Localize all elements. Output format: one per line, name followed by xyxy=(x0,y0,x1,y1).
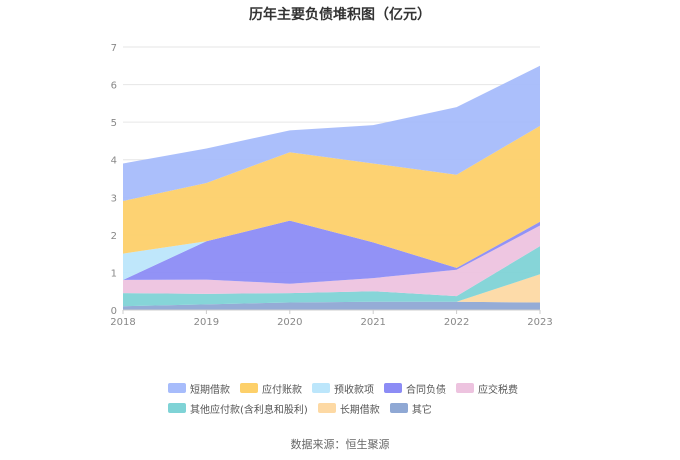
legend-item[interactable]: 应交税费 xyxy=(456,381,518,396)
y-tick-label: 2 xyxy=(111,231,117,242)
x-tick-label: 2019 xyxy=(194,317,219,328)
y-tick-label: 5 xyxy=(111,118,117,129)
legend-item[interactable]: 长期借款 xyxy=(317,401,380,416)
x-tick-label: 2021 xyxy=(360,317,385,328)
legend-row: 其他应付款(含利息和股利) 长期借款 其它 xyxy=(168,398,548,418)
legend-row: 短期借款 应付账款 预收款项 合同负债 应交税费 xyxy=(168,378,548,398)
area-series-6 xyxy=(123,125,540,268)
chart-legend: 短期借款 应付账款 预收款项 合同负债 应交税费 其他应付款(含利息和股利) 长期借款 其它 xyxy=(168,378,548,418)
x-tick-label: 2022 xyxy=(444,317,469,328)
area-series-4 xyxy=(123,220,540,284)
y-tick-label: 4 xyxy=(111,156,117,167)
legend-item[interactable]: 其它 xyxy=(389,401,432,416)
x-tick-label: 2023 xyxy=(527,317,552,328)
legend-swatch xyxy=(240,383,258,393)
legend-swatch xyxy=(168,403,186,413)
area-series-3 xyxy=(123,225,540,297)
y-tick-label: 7 xyxy=(111,43,117,54)
x-tick-label: 2018 xyxy=(110,317,135,328)
chart-plot: 0 1 2 3 4 5 6 7 2018 2019 2020 2021 2022 2023 xyxy=(110,43,552,328)
legend-swatch xyxy=(389,403,408,413)
legend-label: 其他应付款(含利息和股利) xyxy=(190,404,308,416)
area-series-7 xyxy=(123,65,540,202)
y-tick-label: 1 xyxy=(111,268,117,279)
legend-label: 预收款项 xyxy=(334,384,374,396)
area-series-2 xyxy=(123,246,540,307)
legend-label: 应付账款 xyxy=(262,384,302,396)
y-tick-label: 3 xyxy=(111,193,117,204)
legend-swatch xyxy=(317,403,336,413)
legend-label: 应交税费 xyxy=(478,384,518,396)
legend-item[interactable]: 预收款项 xyxy=(312,381,374,396)
legend-label: 短期借款 xyxy=(190,384,230,396)
x-tick-label: 2020 xyxy=(277,317,302,328)
legend-swatch xyxy=(456,383,474,393)
y-tick-label: 6 xyxy=(111,81,117,92)
chart-title: 历年主要负债堆积图（亿元） xyxy=(249,7,431,23)
legend-item[interactable]: 短期借款 xyxy=(168,381,230,396)
legend-label: 长期借款 xyxy=(339,404,380,416)
legend-item[interactable]: 合同负债 xyxy=(384,381,446,396)
legend-item[interactable]: 应付账款 xyxy=(240,381,302,396)
data-source-note: 数据来源：恒生聚源 xyxy=(290,438,390,451)
legend-swatch xyxy=(312,383,330,393)
area-series-0 xyxy=(123,301,540,310)
y-tick-label: 0 xyxy=(111,306,117,317)
legend-swatch xyxy=(168,383,186,393)
legend-label: 合同负债 xyxy=(406,384,446,396)
legend-swatch xyxy=(384,383,402,393)
legend-label: 其它 xyxy=(411,404,432,416)
legend-item[interactable]: 其他应付款(含利息和股利) xyxy=(168,401,308,416)
